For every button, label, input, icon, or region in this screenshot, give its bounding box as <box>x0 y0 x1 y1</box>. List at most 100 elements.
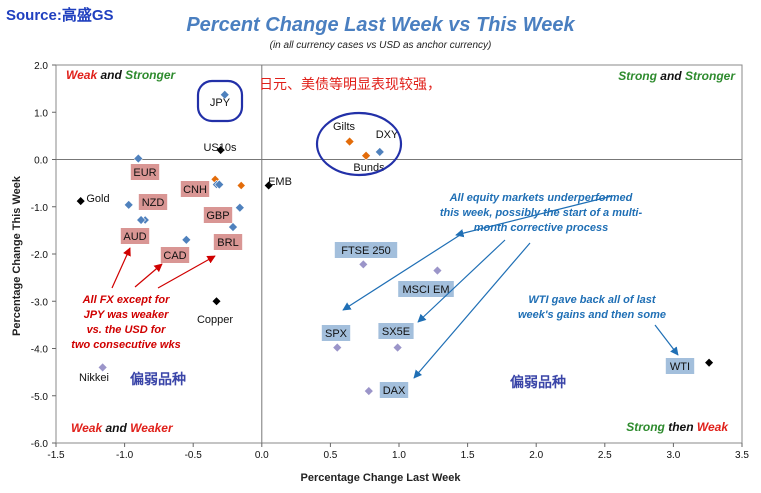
point-cad <box>181 234 192 245</box>
x-tick-label: 0.5 <box>323 450 337 461</box>
label-us10s: US10s <box>203 142 237 154</box>
equity-note-line: this week, possibly the start of a multi… <box>440 207 643 219</box>
x-tick-label: -1.0 <box>116 450 134 461</box>
label-gold: Gold <box>86 193 109 205</box>
point-dxy <box>374 147 385 157</box>
point-nzd <box>123 199 134 210</box>
label-nzd: NZD <box>142 197 165 209</box>
quadrant-label-bottom-right: Strong then Weak <box>626 420 729 434</box>
x-tick-label: 1.0 <box>392 450 406 461</box>
label-brl-box <box>213 234 243 250</box>
point-aud <box>136 215 146 225</box>
label-gbp-box <box>203 207 233 223</box>
chart-subtitle: (in all currency cases vs USD as anchor … <box>269 40 492 51</box>
label-dax: DAX <box>383 385 406 397</box>
label-wti-box <box>665 358 695 374</box>
y-tick-label: -2.0 <box>31 250 49 261</box>
point-nikkei <box>97 362 108 373</box>
fx-arrow <box>134 263 163 288</box>
label-cad: CAD <box>163 250 186 262</box>
label-dxy: DXY <box>376 129 399 141</box>
label-nikkei: Nikkei <box>79 372 109 384</box>
x-tick-label: 0.0 <box>255 450 269 461</box>
label-emb: EMB <box>268 176 292 188</box>
y-tick-label: -3.0 <box>31 297 49 308</box>
fx-arrow <box>157 255 216 289</box>
label-sx5e-box <box>378 323 414 339</box>
fx-note-line: vs. the USD for <box>87 324 167 336</box>
bonds-highlight-circle <box>315 111 403 177</box>
label-nzd-box <box>138 194 168 210</box>
point-gold <box>76 197 85 206</box>
y-tick-label: 2.0 <box>34 61 48 72</box>
point-jpy <box>219 89 230 100</box>
quadrant-label-top-right: Strong and Stronger <box>618 69 736 83</box>
label-cad-box <box>160 247 190 263</box>
equity-arrow <box>342 234 461 311</box>
label-aud-box <box>120 228 150 244</box>
label-eur: EUR <box>133 167 156 179</box>
x-tick-label: 2.5 <box>598 450 612 461</box>
label-brl: BRL <box>217 237 238 249</box>
y-tick-label: -1.0 <box>31 203 49 214</box>
equity-arrow <box>417 239 506 323</box>
equity-note-line: All equity markets underperformed <box>449 192 633 204</box>
x-tick-label: 2.0 <box>529 450 543 461</box>
point-msci-em <box>432 265 443 276</box>
point-emb <box>264 181 273 190</box>
point-cnh <box>214 179 225 190</box>
point-us10s <box>216 146 225 155</box>
y-tick-label: -5.0 <box>31 392 49 403</box>
source-label: Source:高盛GS <box>6 7 114 24</box>
label-gilts: Gilts <box>333 121 356 133</box>
label-copper: Copper <box>197 314 233 326</box>
jpy-highlight-circle <box>196 79 244 123</box>
x-tick-label: 3.0 <box>666 450 680 461</box>
cn-annotation-top: 日元、美债等明显表现较强， <box>259 76 441 92</box>
point-dax <box>363 386 374 396</box>
point-brl <box>228 222 238 232</box>
point-sx5e <box>392 342 403 353</box>
label-msci-em-box <box>398 281 454 297</box>
label-cnh: CNH <box>183 184 207 196</box>
x-tick-label: -1.5 <box>47 450 65 461</box>
wti-note-line: week's gains and then some <box>518 309 666 321</box>
label-gbp: GBP <box>206 210 229 222</box>
label-jpy: JPY <box>210 97 231 109</box>
wti-note-line: WTI gave back all of last <box>528 294 656 306</box>
point-copper <box>212 297 221 306</box>
point-bunds <box>361 150 371 161</box>
y-tick-label: -6.0 <box>31 439 49 450</box>
label-spx: SPX <box>325 328 348 340</box>
equity-arrow <box>455 195 613 238</box>
cn-annotation-weak-right: 偏弱品种 <box>510 374 566 390</box>
label-spx-box <box>321 325 351 341</box>
quadrant-label-bottom-left: Weak and Weaker <box>71 421 174 435</box>
label-dax-box <box>379 382 409 398</box>
quadrant-label-top-left: Weak and Stronger <box>66 68 176 82</box>
fx-note-line: two consecutive wks <box>71 339 180 351</box>
y-tick-label: 0.0 <box>34 156 48 167</box>
label-aud: AUD <box>123 231 146 243</box>
fx-note-line: All FX except for <box>82 294 171 306</box>
x-tick-label: -0.5 <box>185 450 203 461</box>
wti-arrow <box>654 324 679 356</box>
cn-annotation-weak-left: 偏弱品种 <box>130 371 186 387</box>
label-wti: WTI <box>670 361 690 373</box>
label-sx5e: SX5E <box>382 326 410 338</box>
point-wti <box>705 358 714 367</box>
x-axis-label: Percentage Change Last Week <box>300 472 461 484</box>
point-eur <box>133 153 144 164</box>
label-ftse-250-box <box>334 242 398 258</box>
point-ftse-250 <box>358 259 369 270</box>
equity-arrow <box>413 242 531 379</box>
chart-title: Percent Change Last Week vs This Week <box>186 14 575 36</box>
point-gilts <box>344 136 355 147</box>
equity-note-line: month corrective process <box>474 222 609 234</box>
label-msci-em: MSCI EM <box>402 284 449 296</box>
point-marker <box>236 180 246 191</box>
label-bunds: Bunds <box>353 162 385 174</box>
label-ftse-250: FTSE 250 <box>341 245 391 257</box>
y-tick-label: 1.0 <box>34 108 48 119</box>
